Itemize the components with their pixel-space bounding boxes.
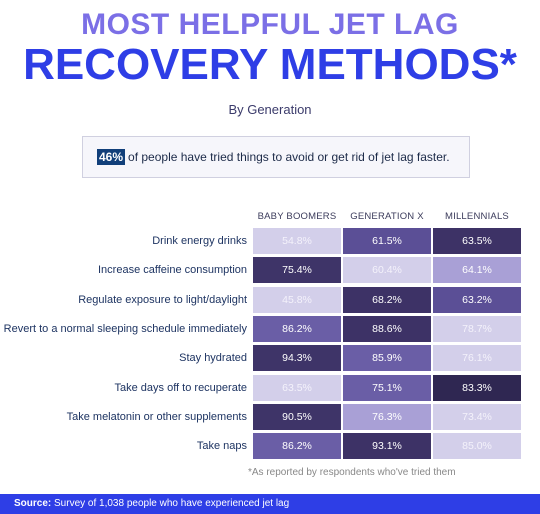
heatmap-cell: 54.8% [253, 228, 341, 254]
source-label: Source: [14, 498, 52, 509]
heatmap-cell: 88.6% [343, 315, 431, 342]
callout-percent: 46% [97, 149, 126, 165]
heatmap-cell: 68.2% [343, 286, 431, 313]
heatmap-cell: 93.1% [343, 433, 431, 460]
row-label: Revert to a normal sleeping schedule imm… [3, 322, 247, 335]
heatmap-cell: 86.2% [253, 433, 341, 460]
heatmap-cell: 94.3% [253, 345, 341, 372]
heatmap-cell: 85.0% [433, 433, 521, 460]
heatmap-cell: 73.4% [433, 403, 521, 430]
row-label: Take melatonin or other supplements [66, 410, 247, 423]
column-header: MILLENNIALS [445, 211, 509, 222]
callout-text: of people have tried things to avoid or … [128, 150, 450, 164]
heatmap-cell: 63.5% [253, 374, 341, 401]
source-text: Survey of 1,038 people who have experien… [54, 498, 290, 509]
heatmap-cell: 63.5% [433, 228, 521, 254]
heatmap-cell: 90.5% [253, 403, 341, 430]
source-bar: Source: Survey of 1,038 people who have … [0, 494, 540, 514]
heatmap-cell: 60.4% [343, 257, 431, 284]
heatmap-cell: 78.7% [433, 315, 521, 342]
heatmap-cell: 61.5% [343, 228, 431, 254]
heatmap-cell: 45.8% [253, 286, 341, 313]
heatmap-cell: 85.9% [343, 345, 431, 372]
row-label: Stay hydrated [179, 352, 247, 365]
footnote: *As reported by respondents who've tried… [248, 467, 456, 478]
title-line-2: RECOVERY METHODS* [23, 40, 517, 89]
row-label: Increase caffeine consumption [98, 264, 247, 277]
callout-box: 46% of people have tried things to avoid… [82, 136, 470, 178]
heatmap-cell: 76.3% [343, 403, 431, 430]
heatmap-cell: 75.1% [343, 374, 431, 401]
row-label: Take naps [196, 440, 247, 453]
heatmap-cell: 86.2% [253, 315, 341, 342]
row-label: Take days off to recuperate [114, 381, 248, 394]
heatmap-cell: 76.1% [433, 345, 521, 372]
row-label: Regulate exposure to light/daylight [78, 293, 247, 306]
row-label: Drink energy drinks [152, 235, 247, 247]
heatmap-cell: 63.2% [433, 286, 521, 313]
subtitle: By Generation [228, 102, 312, 117]
title-line-1: MOST HELPFUL JET LAG [81, 8, 459, 41]
column-header: GENERATION X [350, 211, 424, 222]
heatmap-cell: 64.1% [433, 257, 521, 284]
heatmap-cell: 83.3% [433, 374, 521, 401]
column-header: BABY BOOMERS [257, 211, 337, 222]
heatmap-cell: 75.4% [253, 257, 341, 284]
